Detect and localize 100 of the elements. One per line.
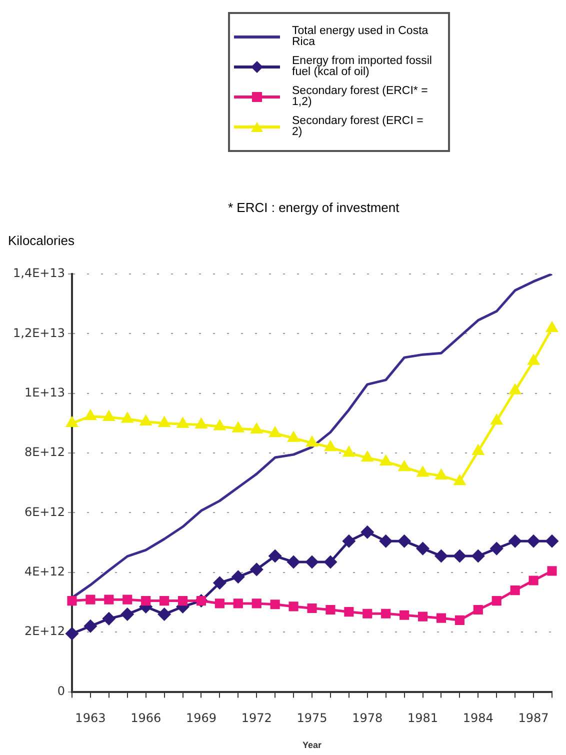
point xyxy=(268,550,282,562)
x-tick-label: 1981 xyxy=(407,711,438,726)
point xyxy=(454,615,464,625)
x-tick-label: 1966 xyxy=(130,711,162,726)
point xyxy=(307,603,317,614)
point xyxy=(324,556,337,568)
point xyxy=(547,566,557,576)
point xyxy=(122,412,133,423)
point xyxy=(121,608,134,620)
x-tick-label: 1972 xyxy=(241,711,272,726)
y-tick-label: 1,2E+13 xyxy=(12,326,65,340)
point xyxy=(288,432,300,442)
y-tick-label: 0 xyxy=(57,684,65,698)
point xyxy=(177,418,188,428)
point xyxy=(270,600,280,610)
point xyxy=(417,466,428,477)
point xyxy=(158,608,171,620)
y-tick-label: 8E+12 xyxy=(24,445,65,460)
point xyxy=(288,602,298,612)
point xyxy=(66,416,78,427)
y-tick-label: 6E+12 xyxy=(24,504,65,519)
point xyxy=(398,461,410,472)
point xyxy=(324,441,336,452)
point xyxy=(104,594,114,604)
point xyxy=(546,322,558,332)
point xyxy=(213,576,226,590)
point xyxy=(67,596,77,606)
point xyxy=(343,446,354,457)
point xyxy=(342,534,356,548)
x-tick-label: 1969 xyxy=(186,711,216,726)
point xyxy=(102,612,116,625)
point xyxy=(362,452,373,462)
point xyxy=(492,596,502,606)
point xyxy=(252,598,262,608)
point xyxy=(232,570,244,584)
legend-label: Secondary forest (ERCI = 2) xyxy=(292,115,424,138)
point xyxy=(84,410,96,420)
point xyxy=(380,534,392,548)
point xyxy=(528,354,540,365)
point xyxy=(362,608,372,618)
point xyxy=(527,534,540,548)
point xyxy=(269,427,281,438)
legend-label: Energy from imported fossil fuel (kcal of oil) xyxy=(292,55,432,78)
x-tick-label: 1978 xyxy=(352,711,383,726)
x-tick-label: 1975 xyxy=(296,711,328,726)
point xyxy=(214,598,224,608)
x-tick-label: 1963 xyxy=(75,711,106,726)
legend-label: Total energy used in Costa Rica xyxy=(292,25,430,48)
point xyxy=(233,598,243,608)
x-tick-label: 1984 xyxy=(462,711,494,726)
x-tick-label: 1987 xyxy=(518,711,549,726)
point xyxy=(473,604,483,615)
point xyxy=(122,594,132,604)
point xyxy=(453,550,466,562)
x-axis-title: Year xyxy=(302,740,322,750)
point xyxy=(232,422,244,432)
y-tick-label: 4E+12 xyxy=(24,564,65,579)
point xyxy=(400,610,410,620)
legend-label: Secondary forest (ERCI* = 1,2) xyxy=(292,85,429,108)
point xyxy=(472,445,484,456)
point xyxy=(140,415,152,426)
point xyxy=(344,607,354,617)
point xyxy=(528,576,538,586)
point xyxy=(196,418,207,428)
point xyxy=(418,612,428,622)
point xyxy=(436,613,446,623)
point xyxy=(546,534,558,548)
point xyxy=(84,620,97,632)
point xyxy=(454,475,466,486)
point xyxy=(380,455,392,466)
point xyxy=(381,608,391,618)
text: * ERCI : energy of investment xyxy=(228,200,400,215)
point xyxy=(178,596,188,606)
y-tick-label: 1,4E+13 xyxy=(12,266,65,280)
point xyxy=(160,596,170,606)
point xyxy=(434,550,448,562)
point xyxy=(436,469,447,480)
point xyxy=(416,542,430,555)
y-tick-label: 1E+13 xyxy=(24,385,65,400)
point xyxy=(472,550,484,562)
point xyxy=(214,420,226,430)
point xyxy=(490,542,503,555)
y-tick-label: 2E+12 xyxy=(24,624,65,638)
point xyxy=(398,534,411,548)
point xyxy=(287,556,300,568)
point xyxy=(491,414,502,425)
point xyxy=(306,436,318,447)
point xyxy=(326,604,336,615)
point xyxy=(509,384,521,394)
point xyxy=(66,627,78,640)
point xyxy=(103,410,114,421)
point xyxy=(250,563,263,576)
point xyxy=(158,416,170,427)
point xyxy=(508,534,522,548)
point xyxy=(306,556,318,568)
point xyxy=(361,526,374,538)
point xyxy=(251,424,262,434)
point xyxy=(141,596,151,606)
point xyxy=(510,586,520,596)
point xyxy=(86,594,96,604)
